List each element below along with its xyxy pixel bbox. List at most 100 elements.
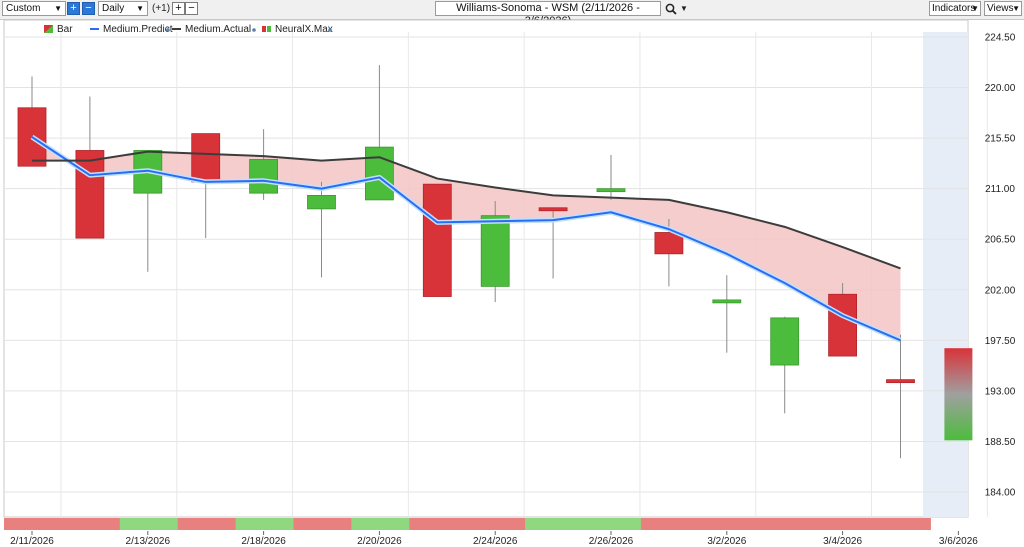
signal-cell [583,518,642,530]
views-button[interactable]: Views ▼ [984,1,1022,16]
candle [17,76,47,167]
signal-cell [119,518,179,530]
candle-body [538,207,568,212]
predict-actual-band [32,136,901,341]
signal-cell [756,518,816,530]
signal-cell [467,518,526,530]
signal-cell [872,518,931,530]
candle [654,219,684,287]
x-tick-label: 2/24/2026 [473,536,518,547]
period-select[interactable]: Daily ▼ [98,1,148,16]
toolbar: Custom ▼ + − Daily ▼ (+1) + − Williams-S… [0,0,1024,27]
candle-body [364,146,394,201]
candle [596,154,626,200]
legend-label: NeuralX.Max [275,24,333,35]
minus-icon[interactable]: − [185,2,198,15]
signal-cell [293,518,352,530]
candle [770,316,800,414]
plus-icon[interactable]: + [172,2,185,15]
candle-body [75,150,105,239]
y-tick-label: 188.50 [985,437,1016,448]
signal-cell [409,518,468,530]
candle-body [191,133,221,183]
y-tick-label: 220.00 [985,83,1016,94]
candle-body [886,379,915,384]
signal-cell [351,518,410,530]
legend-label: Bar [57,24,73,35]
signal-cell [4,518,63,530]
x-tick-label: 2/13/2026 [126,536,171,547]
candle-body [654,232,684,255]
forecast-region [923,32,968,517]
legend-settings-dot [252,28,256,32]
indicators-label: Indicators [932,3,976,14]
period-select-value: Daily [102,3,125,14]
candle-body [480,215,510,287]
legend-neuralx-icon [262,26,266,32]
candle-body [828,293,857,357]
views-label: Views [987,3,1014,14]
signal-cell [640,518,700,530]
legend-bar-icon [44,25,53,33]
y-tick-label: 211.00 [985,184,1015,195]
candle [886,334,915,459]
search-icon[interactable] [665,3,677,15]
signal-cell [61,518,121,530]
candle-body [596,188,626,193]
y-tick-label: 193.00 [985,386,1016,397]
y-tick-label: 197.50 [985,336,1016,347]
chevron-down-icon: ▼ [136,4,144,13]
candle-body [249,159,279,194]
candle-body [712,299,742,304]
candle-body [17,107,47,167]
candle [828,283,857,357]
y-tick-label: 215.50 [985,134,1016,145]
minus-icon[interactable]: − [82,2,95,15]
candle [422,183,452,297]
legend-settings-dot [328,28,332,32]
candle [249,129,279,200]
x-tick-label: 3/2/2026 [707,536,746,547]
forecast-range-bar [944,348,973,441]
chevron-down-icon: ▼ [1012,4,1020,13]
y-tick-label: 206.50 [985,235,1016,246]
x-tick-label: 2/11/2026 [10,536,54,547]
signal-cell [235,518,294,530]
chevron-down-icon[interactable]: ▼ [680,4,688,13]
chevron-down-icon: ▼ [54,4,62,13]
candle-body [422,183,452,297]
candle [480,201,510,303]
candle [712,275,742,353]
range-select-value: Custom [6,3,41,14]
candle [75,96,105,239]
legend-settings-dot [166,28,170,32]
x-tick-label: 2/18/2026 [241,536,286,547]
predict-line [31,136,901,342]
x-tick-label: 2/20/2026 [357,536,402,547]
candle-body [770,317,800,366]
candle-body [307,195,336,210]
chevron-down-icon: ▼ [971,4,979,13]
signal-cell [177,518,237,530]
legend-label: Medium.Actual [185,24,251,35]
x-tick-label: 3/6/2026 [939,536,978,547]
y-tick-label: 202.00 [985,285,1016,296]
legend: Bar Medium.Predict Medium.Actual NeuralX.Ma… [44,24,333,35]
actual-line [32,150,901,270]
offset-label: (+1) [152,3,171,14]
legend-label: Medium.Predict [103,24,173,35]
y-tick-label: 184.00 [985,488,1016,499]
candle [307,181,336,278]
candle [191,133,221,239]
signal-cell [814,518,873,530]
y-tick-label: 224.50 [985,33,1016,44]
plus-icon[interactable]: + [67,2,80,15]
indicators-button[interactable]: Indicators ▼ [929,1,981,16]
signal-cell [525,518,584,530]
x-tick-label: 2/26/2026 [589,536,634,547]
x-tick-label: 3/4/2026 [823,536,862,547]
legend-neuralx-icon [267,26,271,32]
signal-cell [698,518,758,530]
range-select[interactable]: Custom ▼ [2,1,66,16]
